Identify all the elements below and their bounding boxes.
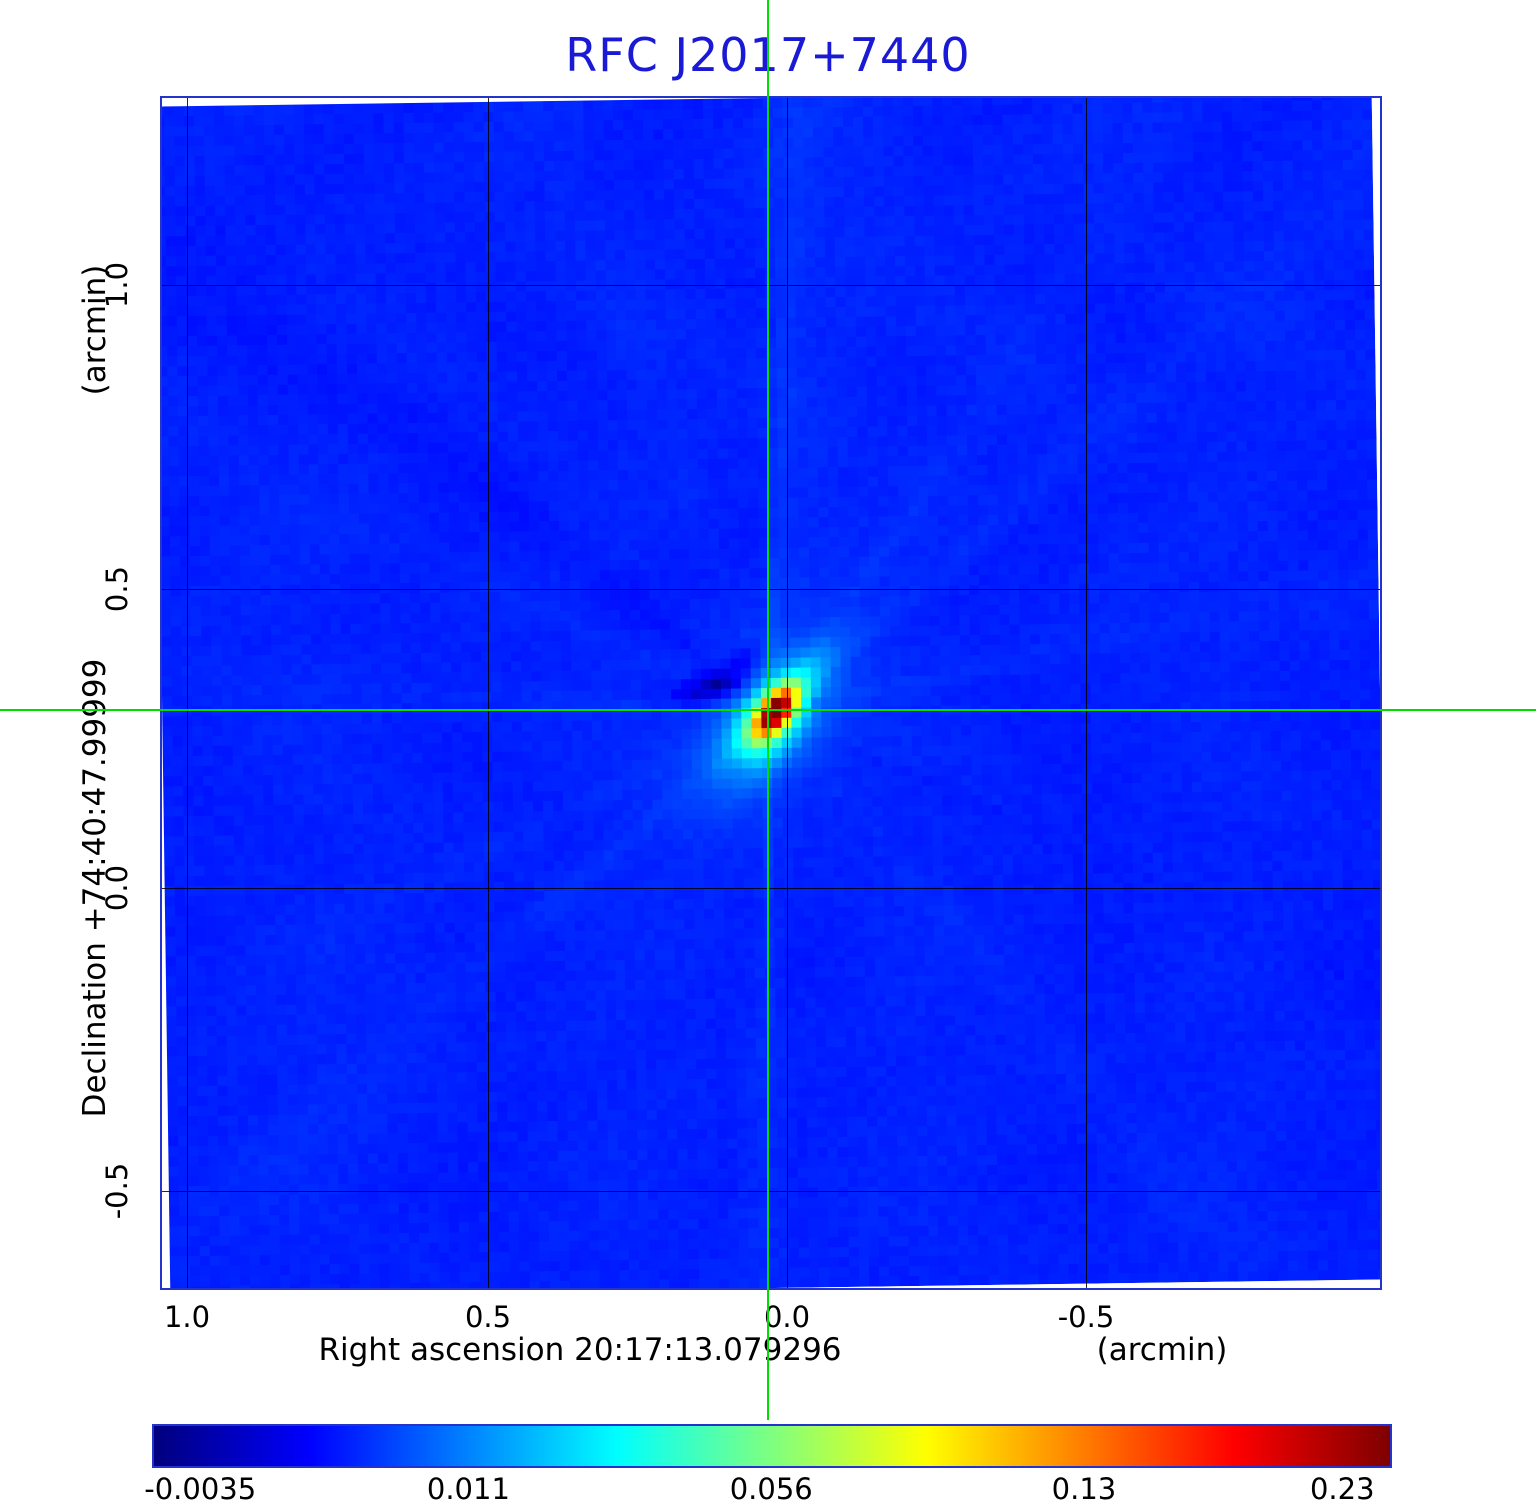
crosshair-horizontal-line (0, 709, 1536, 711)
colorbar-tick-label-2: 0.011 (426, 1472, 510, 1506)
grid-line-y-1.0 (162, 285, 1380, 286)
radio-map-canvas (162, 98, 1380, 1288)
grid-line-x-0.0 (787, 98, 788, 1288)
colorbar-tick-label-3: 0.056 (729, 1472, 813, 1506)
y-tick-label-4: -0.5 (100, 1162, 134, 1220)
colorbar-gradient-canvas (154, 1426, 1390, 1466)
colorbar-tick-label-1: -0.0035 (144, 1472, 257, 1506)
grid-line-x--0.5 (1086, 98, 1087, 1288)
grid-line-y-0.0 (162, 888, 1380, 889)
grid-line-x-1.0 (187, 98, 188, 1288)
colorbar-tick-label-4: 0.13 (1051, 1472, 1117, 1506)
x-tick-label-4: -0.5 (1057, 1300, 1115, 1334)
map-frame (160, 96, 1382, 1290)
x-axis-unit-label: (arcmin) (1096, 1332, 1228, 1368)
x-tick-label-3: 0.0 (763, 1300, 811, 1334)
colorbar (152, 1424, 1392, 1468)
colorbar-tick-label-5: 0.23 (1309, 1472, 1375, 1506)
x-axis-title: Right ascension 20:17:13.079296 (318, 1332, 842, 1368)
grid-line-x-0.5 (488, 98, 489, 1288)
x-tick-label-2: 0.5 (464, 1300, 512, 1334)
y-axis-unit-label: (arcmin) (77, 264, 113, 396)
y-tick-label-2: 0.5 (100, 565, 134, 613)
x-tick-label-1: 1.0 (163, 1300, 211, 1334)
grid-line-y--0.5 (162, 1191, 1380, 1192)
grid-line-y-0.5 (162, 589, 1380, 590)
y-axis-title: Declination +74:40:47.99999 (77, 658, 113, 1118)
